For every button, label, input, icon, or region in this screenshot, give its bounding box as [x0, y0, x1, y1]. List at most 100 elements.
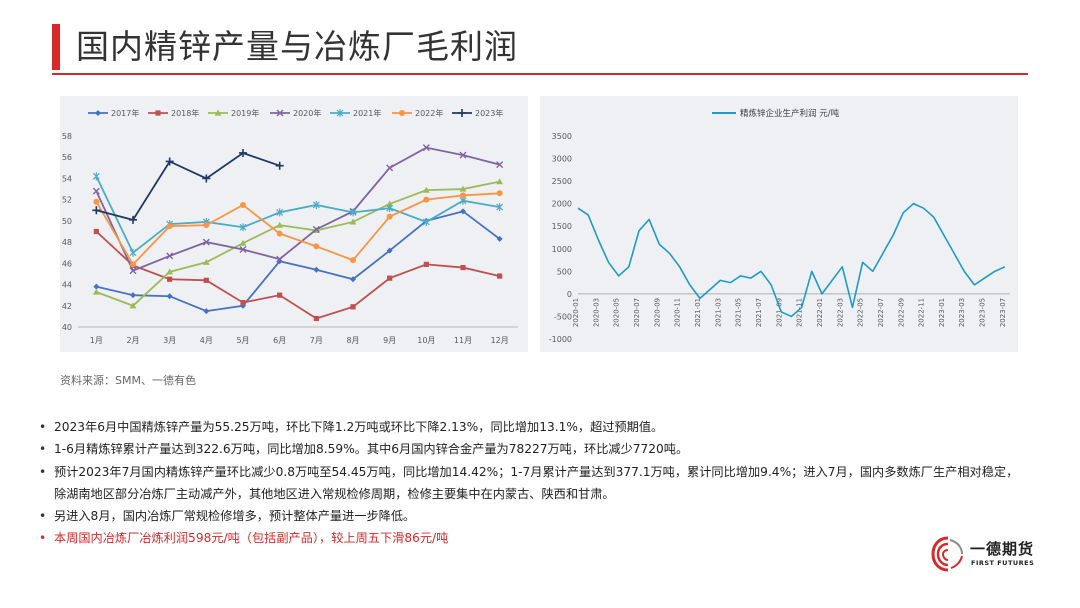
data-point — [460, 192, 466, 199]
title-accent-bar — [52, 24, 60, 70]
data-point — [423, 261, 429, 267]
bullet-item-highlight: 本周国内冶炼厂冶炼利润598元/吨（包括副产品），较上周五下滑86元/吨 — [30, 527, 1030, 550]
data-point — [166, 252, 174, 260]
y-tick-label: 58 — [62, 132, 72, 141]
y-tick-label: -1000 — [549, 335, 572, 344]
x-tick-label: 2023-07 — [999, 298, 1007, 327]
x-tick-label: 2020-09 — [653, 298, 661, 327]
x-tick-label: 2020-07 — [633, 298, 641, 327]
data-point — [312, 200, 320, 209]
data-point — [166, 268, 174, 275]
data-point — [240, 299, 246, 306]
data-point — [276, 208, 284, 217]
x-tick-label: 12月 — [491, 336, 509, 345]
data-point — [203, 308, 210, 315]
data-point — [459, 151, 467, 159]
bullet-item: 预计2023年7月国内精炼锌产量环比减少0.8万吨至54.45万吨，同比增加14… — [30, 461, 1030, 506]
data-point — [386, 164, 394, 172]
legend-marker — [276, 109, 284, 117]
x-tick-label: 2020-03 — [592, 298, 600, 327]
data-point — [496, 161, 504, 169]
data-point — [423, 196, 430, 203]
zinc-production-chart: 40 42 44 46 48 50 52 54 56 58 1月 2月 3月 4月 5月 6月 7月 8月 9月 10… — [62, 108, 518, 345]
data-point — [276, 230, 283, 237]
data-point — [92, 206, 101, 215]
data-point — [239, 223, 247, 232]
x-tick-label: 2月 — [126, 336, 139, 345]
logo-subtitle: FIRST FUTURES — [971, 559, 1035, 567]
data-point — [460, 264, 466, 271]
data-point — [496, 178, 504, 185]
source-note: 资料来源：SMM、一德有色 — [60, 374, 196, 387]
zinc-production-chart-panel: 40 42 44 46 48 50 52 54 56 58 1月 2月 3月 4月 5月 6月 7月 8月 9月 10… — [60, 96, 528, 352]
legend-label: 2019年 — [231, 108, 259, 118]
data-point — [202, 258, 210, 265]
legend-marker — [95, 110, 101, 116]
data-point — [349, 208, 357, 217]
y-tick-label: 56 — [62, 153, 72, 162]
data-point — [130, 292, 136, 299]
title-divider — [52, 73, 1028, 75]
x-tick-label: 4月 — [200, 336, 213, 345]
y-tick-label: 46 — [62, 259, 72, 268]
data-point — [203, 222, 210, 229]
y-tick-label: 2500 — [552, 177, 572, 186]
x-tick-label: 10月 — [417, 336, 435, 345]
x-tick-label: 2023-03 — [958, 298, 966, 327]
data-point — [460, 208, 466, 215]
data-point — [386, 204, 394, 213]
data-point — [239, 239, 247, 246]
x-tick-label: 2021-07 — [755, 298, 763, 327]
legend-marker — [399, 110, 405, 116]
x-tick-label: 2020-11 — [674, 298, 682, 327]
data-point — [422, 217, 430, 226]
data-point — [129, 267, 137, 275]
data-point — [386, 200, 394, 207]
y-tick-label: 3000 — [552, 155, 572, 164]
bullet-item: 1-6月精炼锌累计产量达到322.6万吨，同比增加8.59%。其中6月国内锌合金… — [30, 438, 1030, 461]
x-tick-label: 2021-11 — [796, 298, 804, 327]
data-point — [202, 174, 211, 183]
data-point — [350, 304, 356, 310]
y-tick-label: 54 — [62, 174, 72, 183]
x-tick-label: 2021-01 — [694, 298, 702, 327]
x-tick-label: 9月 — [383, 336, 396, 345]
y-tick-label: 48 — [62, 238, 72, 247]
y-tick-label: 52 — [62, 196, 72, 205]
data-point — [130, 261, 136, 268]
y-tick-label: 44 — [62, 281, 72, 290]
legend-label: 2017年 — [111, 108, 139, 118]
x-tick-label: 2020-01 — [572, 298, 580, 327]
data-point — [350, 257, 356, 264]
legend-label: 2022年 — [415, 108, 443, 118]
x-tick-label: 2022-11 — [918, 298, 926, 327]
data-point — [276, 221, 284, 228]
data-point — [386, 247, 393, 254]
logo-name: 一德期货 — [970, 540, 1035, 558]
legend-label: 2021年 — [353, 108, 381, 118]
bullet-item: 2023年6月中国精炼锌产量为55.25万吨，环比下降1.2万吨或环比下降2.1… — [30, 416, 1030, 439]
data-point — [129, 215, 137, 224]
x-tick-label: 8月 — [346, 336, 359, 345]
data-point — [93, 283, 100, 290]
x-tick-label: 7月 — [310, 336, 323, 345]
data-point — [93, 228, 99, 235]
y-tick-label: 0 — [567, 290, 572, 299]
data-point — [313, 315, 319, 322]
x-tick-label: 2021-05 — [735, 298, 743, 327]
data-point — [313, 243, 320, 250]
legend-label: 2023年 — [475, 108, 503, 118]
smelter-profit-chart: 精炼锌企业生产利润 元/吨 -1000 -500 0 500 1000 1500 2000 25… — [549, 108, 1010, 344]
y-tick-label: 50 — [62, 217, 72, 226]
data-point — [422, 186, 430, 193]
data-point — [312, 225, 320, 233]
y-tick-label: 500 — [557, 267, 572, 276]
data-point — [129, 248, 137, 257]
x-tick-label: 3月 — [163, 336, 176, 345]
x-tick-label: 2022-09 — [897, 298, 905, 327]
data-point — [239, 148, 247, 157]
series-line — [96, 180, 500, 307]
company-logo: 一德期货 FIRST FUTURES — [930, 532, 1040, 578]
x-tick-label: 2022-05 — [857, 298, 865, 327]
y-tick-label: 42 — [62, 302, 72, 311]
